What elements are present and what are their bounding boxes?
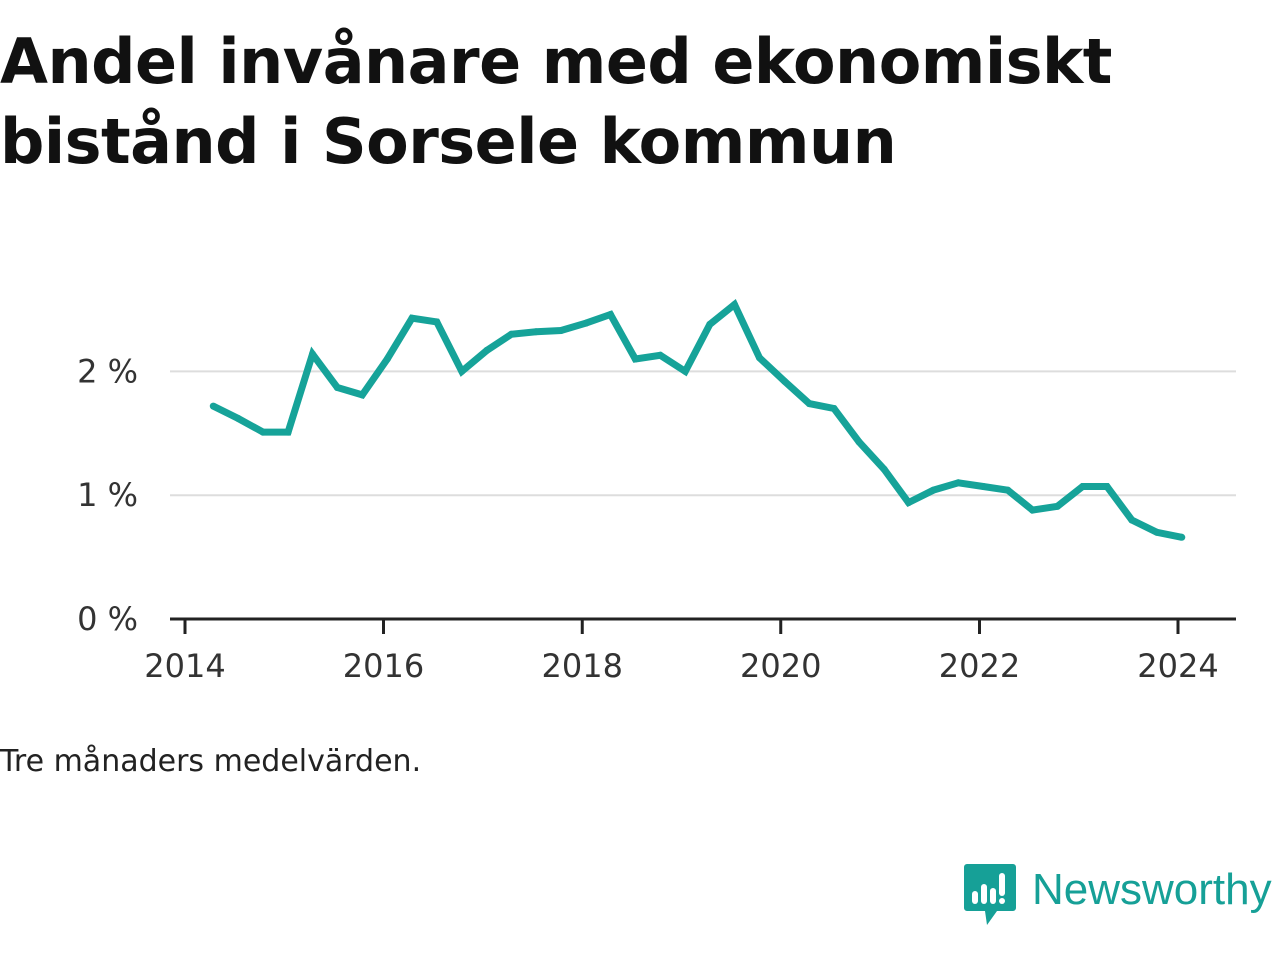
data-point — [855, 438, 863, 446]
data-point — [756, 354, 763, 362]
data-point — [458, 367, 466, 375]
data-point — [656, 351, 664, 359]
data-point — [607, 311, 614, 318]
data-point — [209, 402, 217, 410]
data-point — [1004, 486, 1012, 494]
y-tick-label: 2 % — [77, 352, 138, 390]
gridlines — [170, 370, 1236, 497]
chart-footnote: Tre månaders medelvärden. — [0, 744, 422, 779]
data-point — [1128, 516, 1136, 524]
x-tick-label: 2020 — [740, 647, 821, 685]
data-point — [1178, 533, 1186, 541]
data-point — [1103, 483, 1111, 490]
y-tick-label: 0 % — [77, 600, 138, 638]
data-point — [507, 330, 515, 338]
data-point — [805, 400, 813, 408]
data-point — [929, 486, 937, 494]
data-point — [1153, 528, 1161, 536]
data-point — [681, 367, 689, 375]
data-point — [631, 355, 639, 363]
data-point — [358, 391, 366, 399]
x-tick-label: 2018 — [542, 647, 623, 685]
data-point — [309, 350, 316, 358]
data-point — [905, 499, 912, 507]
x-tick-label: 2014 — [144, 647, 225, 685]
x-axis-labels: 2014 2016 2018 2020 2022 2024 — [144, 647, 1218, 685]
chart-title: Andel invånare med ekonomiskt bistånd i … — [0, 25, 1112, 178]
data-point — [532, 328, 540, 336]
data-point — [333, 384, 341, 391]
data-point — [954, 479, 962, 487]
data-point — [483, 346, 491, 354]
data-point — [284, 428, 292, 436]
x-axis — [170, 617, 1236, 634]
x-tick-label: 2024 — [1137, 647, 1218, 685]
data-point — [433, 318, 441, 326]
brand-name: Newsworthy — [1032, 865, 1272, 914]
series-line — [211, 298, 1183, 541]
series-layer — [209, 298, 1186, 541]
y-tick-label: 1 % — [77, 476, 138, 514]
data-point — [234, 414, 242, 422]
data-point — [706, 320, 714, 328]
data-point — [1079, 483, 1087, 490]
data-point — [259, 428, 267, 436]
data-point — [781, 377, 789, 385]
newsworthy-logo-icon — [964, 864, 1016, 925]
y-axis-labels: 0 % 1 % 2 % — [77, 352, 138, 638]
x-tick-label: 2016 — [343, 647, 424, 685]
data-point — [731, 301, 738, 308]
data-point — [979, 483, 987, 490]
x-tick-label: 2022 — [939, 647, 1020, 685]
data-point — [557, 327, 565, 334]
data-point — [830, 405, 838, 412]
data-point — [880, 465, 888, 473]
data-point — [408, 314, 416, 322]
data-point — [383, 355, 391, 363]
data-point — [1029, 506, 1036, 514]
data-point — [582, 319, 590, 327]
brand-logo-lockup: Newsworthy — [964, 864, 1272, 928]
data-point — [1054, 502, 1061, 510]
